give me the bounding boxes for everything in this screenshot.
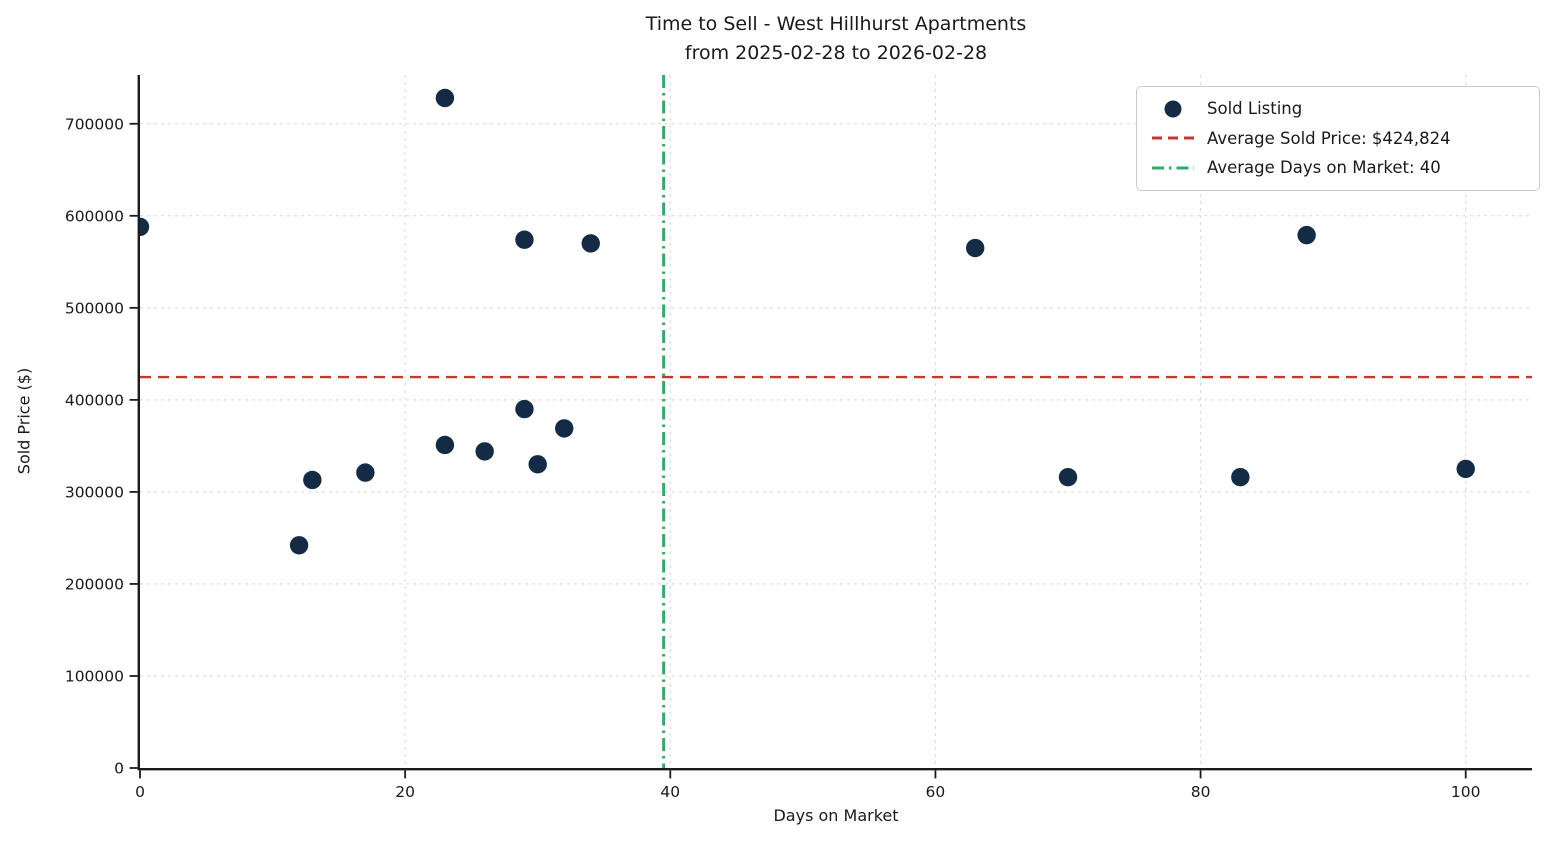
gridlines xyxy=(140,75,1532,768)
y-tick-label: 500000 xyxy=(65,299,124,317)
y-tick-label: 300000 xyxy=(65,483,124,501)
x-axis-label: Days on Market xyxy=(773,806,899,825)
data-point xyxy=(303,470,322,490)
data-point xyxy=(515,399,534,419)
x-tick-label: 80 xyxy=(1191,783,1211,801)
data-point xyxy=(555,419,574,438)
data-point xyxy=(515,230,534,249)
scatter-series xyxy=(139,88,1475,555)
y-axis-label: Sold Price ($) xyxy=(14,367,34,475)
data-point xyxy=(1058,467,1078,487)
legend-label: Average Days on Market: 40 xyxy=(1207,158,1441,178)
data-point xyxy=(475,442,494,461)
data-point xyxy=(1231,467,1250,487)
x-tick-label: 60 xyxy=(926,783,946,801)
data-point xyxy=(966,238,985,258)
data-point xyxy=(1297,225,1316,245)
data-point xyxy=(435,435,455,455)
legend: Sold Listing Average Sold Price: $424,82… xyxy=(1136,86,1540,191)
data-point xyxy=(289,536,309,555)
y-tick-label: 700000 xyxy=(65,115,124,133)
y-tick-label: 200000 xyxy=(65,575,124,593)
axis-ticks: 0 20 40 60 80 100 0 100000 200000 300000 400000 500… xyxy=(65,115,1481,801)
dashed-line-icon xyxy=(1147,129,1199,147)
sold-listing-dot-icon xyxy=(1147,100,1199,118)
data-point xyxy=(435,88,455,108)
legend-label: Average Sold Price: $424,824 xyxy=(1207,128,1451,148)
y-tick-label: 0 xyxy=(114,760,124,778)
y-tick-label: 400000 xyxy=(65,391,124,409)
data-point xyxy=(1456,459,1475,479)
y-tick-label: 600000 xyxy=(65,207,124,225)
chart-title-line1: Time to Sell - West Hillhurst Apartments xyxy=(645,13,1027,35)
chart-title: Time to Sell - West Hillhurst Apartments… xyxy=(140,10,1532,68)
dashdot-line-icon xyxy=(1147,159,1199,177)
data-point xyxy=(356,463,375,482)
legend-item-sold-listing: Sold Listing xyxy=(1147,94,1529,124)
x-tick-label: 40 xyxy=(660,783,680,801)
data-point xyxy=(139,217,150,237)
x-tick-label: 20 xyxy=(395,783,415,801)
x-tick-label: 0 xyxy=(135,783,145,801)
legend-item-average-sold-price: Average Sold Price: $424,824 xyxy=(1147,124,1529,154)
legend-label: Sold Listing xyxy=(1207,99,1303,119)
legend-item-average-days-on-market: Average Days on Market: 40 xyxy=(1147,153,1529,183)
x-tick-label: 100 xyxy=(1451,783,1481,801)
y-tick-label: 100000 xyxy=(65,667,124,685)
data-point xyxy=(528,455,547,474)
data-point xyxy=(581,234,600,253)
chart-title-line2: from 2025-02-28 to 2026-02-28 xyxy=(684,42,988,64)
